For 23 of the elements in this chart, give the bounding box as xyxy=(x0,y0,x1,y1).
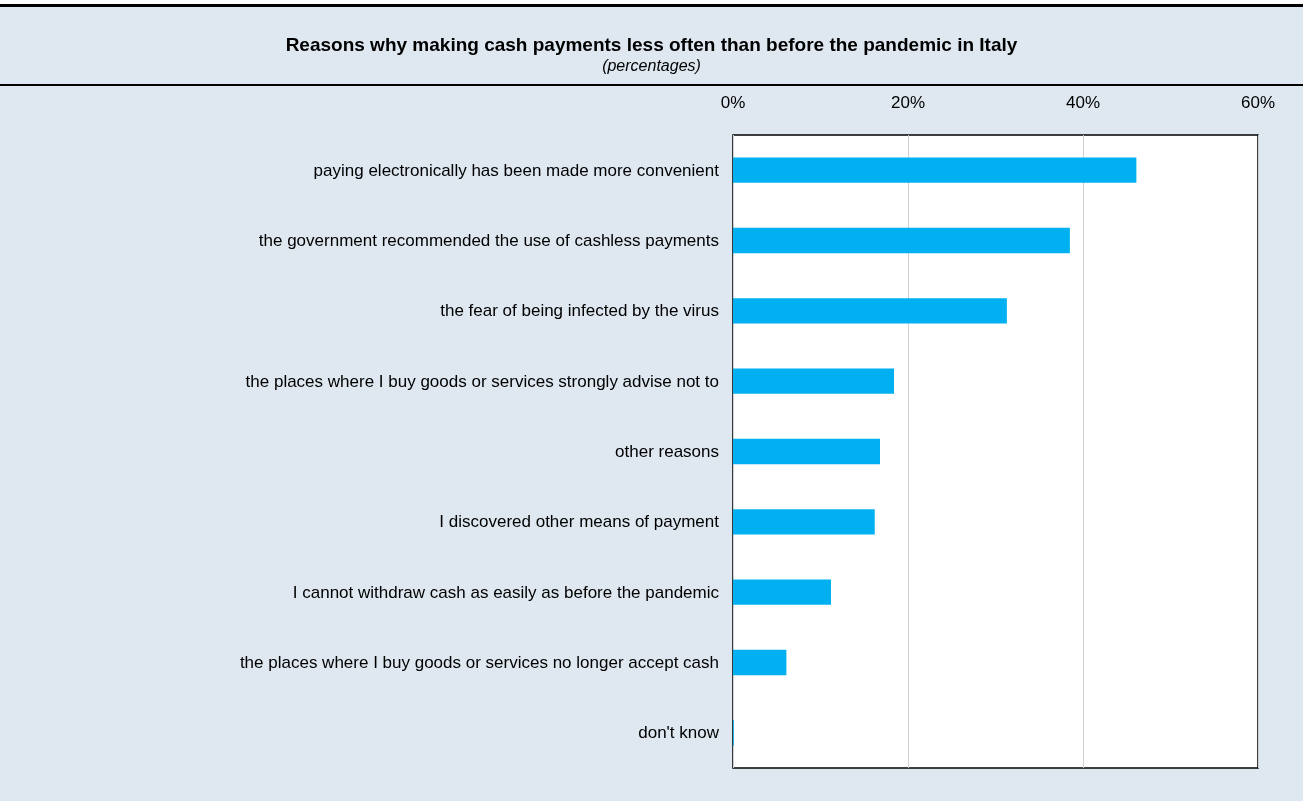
y-tick-label: the fear of being infected by the virus xyxy=(440,301,719,321)
y-tick-label: the places where I buy goods or services strongly advise not to xyxy=(245,371,719,391)
bar xyxy=(733,438,880,465)
y-tick-label: I discovered other means of payment xyxy=(439,512,720,532)
y-tick-label: the government recommended the use of cashless payments xyxy=(258,231,719,250)
bar xyxy=(733,649,787,676)
x-tick-label: 20% xyxy=(890,93,926,112)
y-tick-label: the places where I buy goods or services no longer accept cash xyxy=(239,653,719,672)
bar xyxy=(733,579,831,605)
y-tick-label: don't know xyxy=(638,723,720,743)
y-tick-label: other reasons xyxy=(615,442,719,461)
bar xyxy=(733,368,894,394)
x-tick-label: 40% xyxy=(1065,93,1101,112)
bar xyxy=(733,227,1070,254)
chart-subtitle: (percentages) xyxy=(602,56,701,74)
chart-title: Reasons why making cash payments less often than before the pandemic in Italy xyxy=(285,34,1018,55)
bar xyxy=(733,298,1007,324)
bar xyxy=(733,157,1137,183)
x-tick-label: 0% xyxy=(720,93,746,112)
bar xyxy=(733,509,875,535)
y-tick-label: paying electronically has been made more convenient xyxy=(313,160,720,180)
x-tick-label: 60% xyxy=(1240,93,1276,112)
y-tick-label: I cannot withdraw cash as easily as before the pandemic xyxy=(292,582,720,602)
